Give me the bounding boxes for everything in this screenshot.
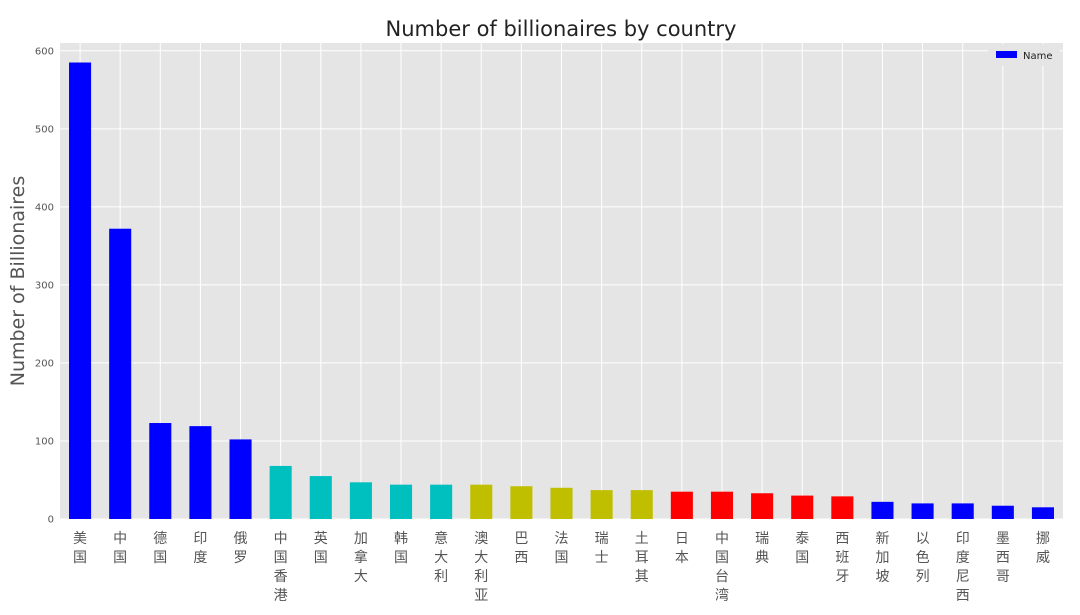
bar [269, 465, 292, 519]
y-tick-label: 200 [35, 358, 54, 369]
x-tick-label: 俄罗 [234, 531, 248, 566]
x-tick-label: 意大利 [434, 530, 448, 585]
x-tick-label: 泰国 [795, 531, 809, 566]
x-tick-label: 挪威 [1036, 531, 1050, 566]
bar [791, 495, 814, 519]
bar [69, 62, 92, 519]
x-tick-label: 中国台湾 [715, 531, 729, 604]
bar [751, 493, 774, 519]
x-tick-label: 墨西哥 [996, 531, 1010, 585]
bar [189, 426, 212, 519]
legend-frame [988, 44, 1060, 66]
bar [430, 484, 453, 519]
x-tick-label: 新加坡 [875, 531, 889, 585]
bar [109, 228, 132, 520]
bar [710, 491, 734, 519]
bar [911, 503, 934, 519]
x-tick-label: 澳大利亚 [474, 531, 488, 604]
bar [229, 439, 252, 519]
x-tick-label: 瑞士 [595, 531, 609, 566]
legend-swatch [996, 51, 1017, 58]
bar [630, 490, 653, 519]
x-tick-label: 印度 [193, 531, 207, 566]
x-tick-label: 巴西 [514, 531, 528, 566]
chart-title: Number of billionaires by country [386, 17, 737, 41]
y-tick-label: 100 [35, 436, 54, 447]
x-tick-label: 中国 [113, 531, 127, 566]
bar [510, 486, 533, 519]
x-tick-label: 英国 [314, 530, 328, 566]
y-axis-ticks: 0 100 200 300 400 500 600 [35, 46, 54, 525]
x-tick-label: 印度尼西 [956, 531, 970, 604]
y-tick-label: 0 [48, 515, 54, 526]
y-tick-label: 400 [35, 202, 54, 213]
y-tick-label: 500 [35, 124, 54, 135]
x-tick-label: 以色列 [916, 531, 930, 585]
y-tick-label: 300 [35, 280, 54, 291]
bar [951, 503, 974, 519]
x-tick-label: 中国香港 [274, 531, 288, 604]
x-tick-label: 瑞典 [755, 531, 769, 566]
x-tick-label: 土耳其 [635, 531, 649, 585]
bar [831, 496, 854, 519]
x-tick-label: 加拿大 [354, 531, 368, 585]
bar [470, 484, 493, 519]
bar [349, 482, 372, 519]
x-tick-label: 西班牙 [835, 531, 849, 585]
y-axis-label: Number of Billionaires [7, 176, 29, 386]
x-tick-label: 日本 [675, 531, 689, 566]
bars [69, 62, 1054, 520]
legend: Name [988, 44, 1060, 66]
x-tick-label: 韩国 [394, 531, 408, 566]
bar [871, 501, 894, 519]
y-tick-label: 600 [35, 46, 54, 57]
x-tick-label: 法国 [555, 531, 569, 566]
bar [550, 487, 573, 519]
x-tick-label: 美国 [73, 531, 87, 566]
bar [590, 490, 613, 519]
bar [1031, 507, 1054, 519]
x-tick-label: 德国 [153, 531, 167, 566]
bar [309, 476, 332, 519]
bar [991, 505, 1014, 519]
bar [149, 423, 172, 519]
bar [670, 491, 693, 519]
bar [389, 484, 413, 519]
legend-label: Name [1023, 51, 1053, 62]
